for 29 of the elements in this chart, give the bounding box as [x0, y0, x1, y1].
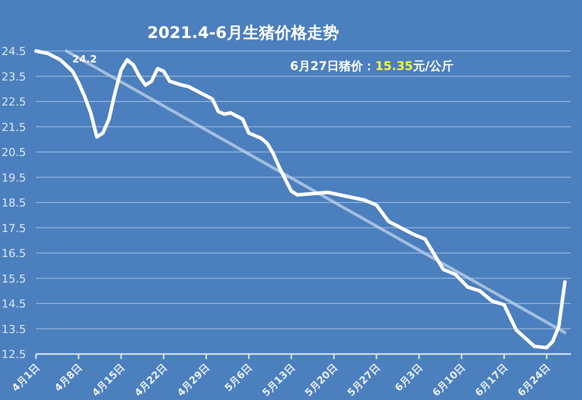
annotation: 24.2 [72, 54, 98, 66]
y-tick-label: 14.5 [2, 298, 26, 310]
y-tick-label: 18.5 [2, 196, 26, 210]
y-tick-label: 16.5 [2, 247, 26, 260]
x-tick-label: 6月10日 [431, 362, 468, 400]
chart-title: 2021.4-6月生猪价格走势 [147, 23, 339, 42]
y-tick-label: 23.5 [2, 70, 26, 84]
y-tick-label: 21.5 [2, 120, 26, 134]
y-tick-label: 19.5 [2, 171, 26, 184]
x-tick-label: 4月22日 [133, 362, 170, 400]
x-tick-label: 6月3日 [393, 362, 426, 394]
x-tick-label: 5月13日 [260, 362, 298, 400]
y-tick-label: 24.5 [2, 45, 26, 58]
x-tick-label: 4月1日 [10, 362, 42, 394]
x-tick-label: 5月27日 [346, 362, 383, 400]
y-tick-label: 12.5 [2, 348, 26, 361]
x-tick-label: 5月6日 [223, 362, 255, 394]
x-tick-label: 6月17日 [474, 362, 510, 400]
y-tick-label: 13.5 [2, 322, 26, 336]
y-tick-label: 15.5 [2, 272, 26, 286]
y-tick-label: 17.5 [2, 222, 26, 235]
y-tick-label: 20.5 [2, 146, 26, 159]
x-tick-label: 4月29日 [176, 362, 212, 400]
x-tick-label: 4月15日 [90, 362, 128, 400]
x-tick-label: 4月8日 [52, 362, 85, 394]
x-tick-label: 5月20日 [303, 362, 340, 400]
x-tick-label: 6月24日 [516, 362, 553, 400]
y-tick-label: 22.5 [2, 96, 26, 108]
annotation: 6月27日猪价：15.35元/公斤 [290, 59, 454, 73]
